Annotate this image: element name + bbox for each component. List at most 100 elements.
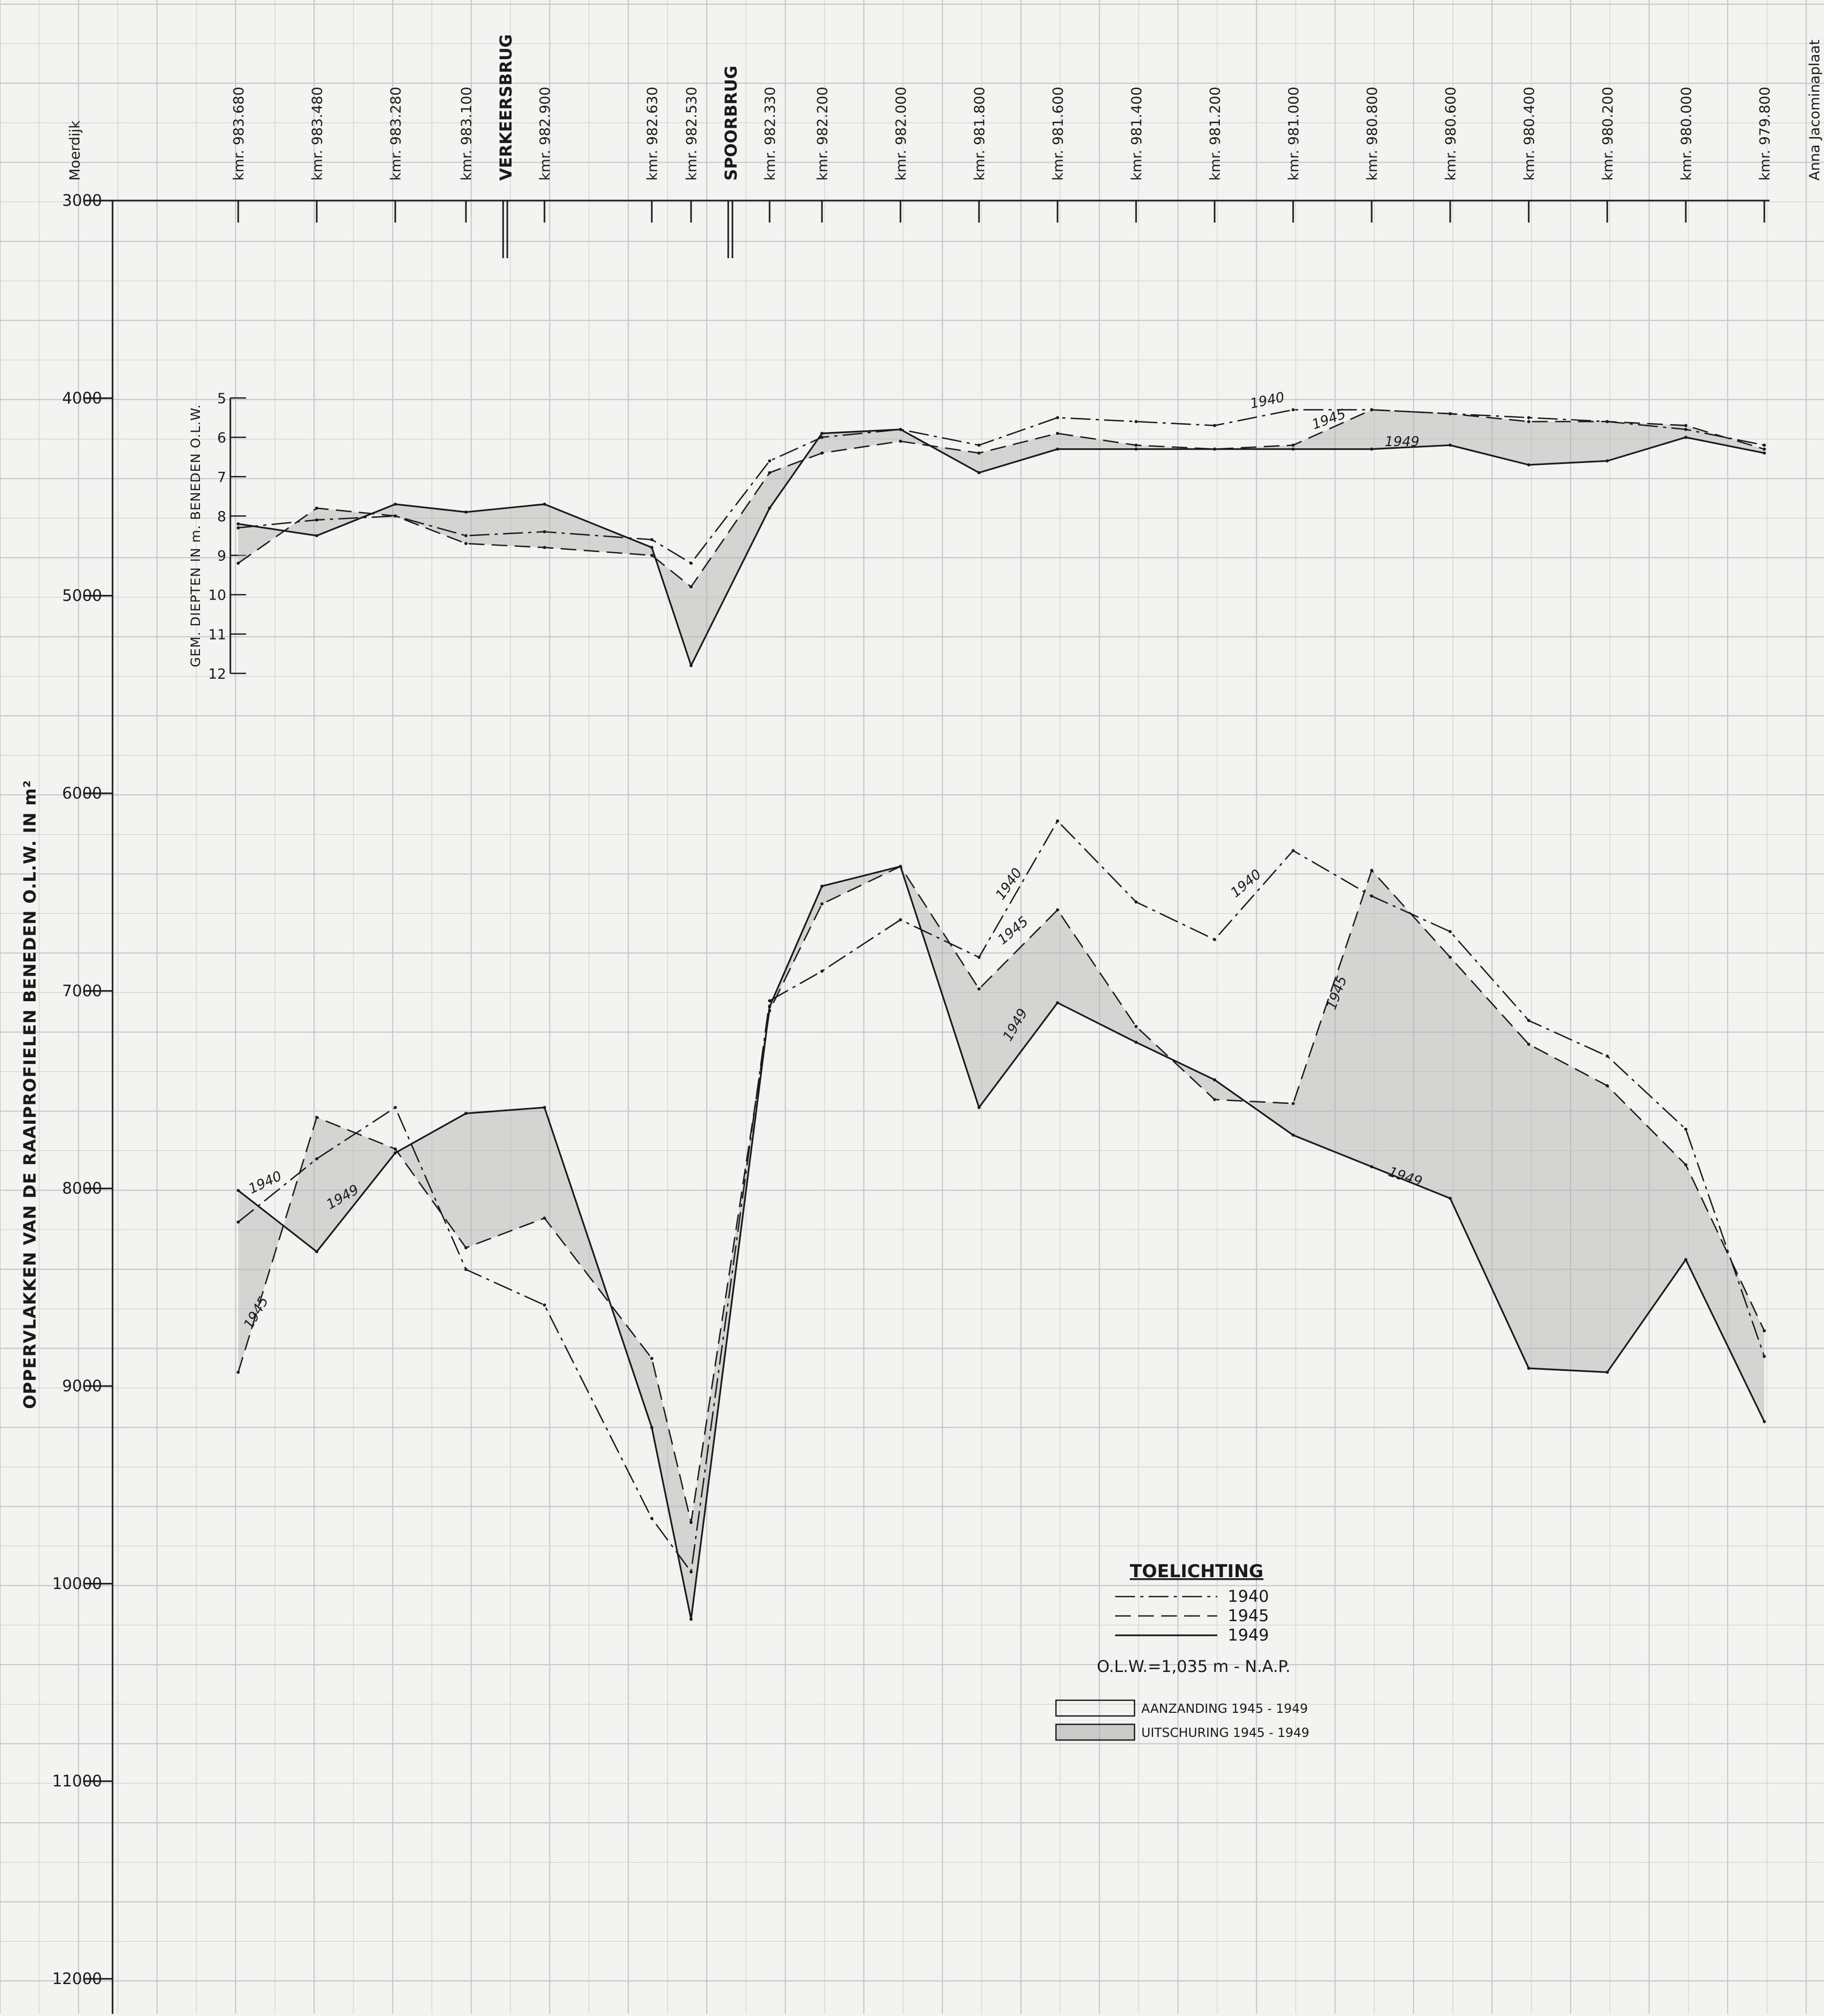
- change-band-segment: [822, 429, 900, 453]
- x-tick-label: kmr. 980.800: [1364, 87, 1381, 181]
- bridge-label: VERKEERSBRUG: [497, 34, 516, 181]
- area-point-1945: [1763, 1329, 1766, 1333]
- depth-point-1945: [1527, 420, 1530, 424]
- depth-point-1945: [1449, 412, 1452, 416]
- area-point-1949: [1527, 1367, 1530, 1370]
- area-point-1945: [1135, 1025, 1138, 1028]
- area-point-1940: [1449, 930, 1452, 934]
- x-label-right: Anna Jacominaplaat: [1807, 40, 1823, 181]
- y-tick-label: 4000: [62, 389, 102, 407]
- depth-point-1949: [1527, 463, 1530, 467]
- x-tick-label: kmr. 979.800: [1757, 87, 1773, 181]
- y-tick-label: 8000: [62, 1180, 102, 1198]
- change-band-segment: [1529, 1044, 1607, 1372]
- legend-label-1945: 1945: [1228, 1607, 1269, 1625]
- area-point-1949: [1449, 1197, 1452, 1200]
- depth-tick-label: 9: [217, 548, 226, 564]
- depth-point-1949: [1292, 447, 1295, 451]
- area-point-1940: [1606, 1054, 1609, 1058]
- y-tick-label: 12000: [52, 1970, 102, 1988]
- depth-point-1945: [977, 451, 981, 455]
- area-point-1945: [1684, 1163, 1687, 1167]
- area-series-1940: [237, 819, 1766, 1574]
- x-tick-label: kmr. 983.480: [309, 87, 326, 181]
- change-band-segment: [1450, 957, 1529, 1369]
- change-band-segment: [1529, 422, 1607, 465]
- area-point-1949: [1056, 1001, 1059, 1004]
- area-point-1945: [1527, 1043, 1530, 1046]
- depth-tick-label: 6: [217, 430, 226, 446]
- depth-point-1949: [977, 471, 981, 474]
- area-point-1940: [768, 999, 771, 1003]
- depth-tick-label: 11: [208, 627, 226, 643]
- area-point-1940: [315, 1157, 318, 1161]
- x-tick-label: kmr. 982.900: [537, 87, 553, 181]
- area-point-1945: [315, 1115, 318, 1119]
- depth-axis-title: GEM. DIEPTEN IN m. BENEDEN O.L.W.: [188, 404, 203, 668]
- area-point-1949: [543, 1105, 546, 1109]
- depth-tick-label: 12: [208, 666, 226, 682]
- change-band-segment: [317, 1117, 395, 1252]
- area-point-1949: [899, 865, 902, 868]
- axes: 3000 4000 5000 6000 7000 8000 9000 10000 11000 12…: [20, 34, 1823, 2014]
- y-tick-label: 7000: [62, 982, 102, 1000]
- area-point-1940: [1527, 1018, 1530, 1022]
- depth-point-1940: [464, 534, 468, 537]
- area-point-1940: [464, 1268, 468, 1271]
- change-band-segment: [1450, 414, 1529, 465]
- x-tick-label: kmr. 982.630: [644, 87, 661, 181]
- x-tick-label: kmr. 981.800: [972, 87, 988, 181]
- area-point-1949: [394, 1151, 397, 1155]
- depth-point-1945: [820, 451, 824, 455]
- depth-point-1945: [543, 546, 546, 549]
- x-tick-label: kmr. 981.400: [1129, 87, 1145, 181]
- depth-change-band: [238, 409, 1764, 666]
- depth-point-1940: [1292, 408, 1295, 412]
- change-band-segment: [395, 504, 466, 544]
- depth-point-1945: [650, 553, 653, 557]
- legend-fill-label: UITSCHURING 1945 - 1949: [1141, 1725, 1309, 1740]
- area-point-1940: [1684, 1127, 1687, 1131]
- depth-point-1949: [1449, 444, 1452, 447]
- change-band-segment: [1686, 1165, 1764, 1422]
- series-label-1949: 1949: [1385, 434, 1419, 450]
- area-point-1940: [237, 1220, 240, 1224]
- legend-label-1949: 1949: [1228, 1626, 1269, 1645]
- area-point-1945: [1449, 956, 1452, 959]
- series-label-1940: 1940: [1228, 867, 1264, 901]
- area-point-1940: [1370, 894, 1373, 898]
- depth-point-1945: [899, 439, 902, 443]
- x-tick-label: kmr. 982.330: [762, 87, 778, 181]
- area-point-1949: [1684, 1258, 1687, 1261]
- depth-point-1940: [315, 518, 318, 522]
- depth-point-1949: [1370, 447, 1373, 451]
- area-point-1940: [1292, 849, 1295, 852]
- x-tick-label: kmr. 982.200: [815, 87, 831, 181]
- depth-point-1945: [1135, 444, 1138, 447]
- legend-title: TOELICHTING: [1130, 1561, 1263, 1582]
- y-tick-label: 6000: [62, 784, 102, 803]
- change-band-segment: [1607, 1085, 1686, 1372]
- change-band-segment: [1058, 910, 1136, 1043]
- depth-point-1940: [768, 459, 771, 463]
- depth-tick-label: 7: [217, 469, 226, 485]
- area-point-1945: [650, 1357, 653, 1360]
- change-band-segment: [979, 433, 1058, 473]
- depth-point-1940: [1684, 428, 1687, 431]
- area-point-1949: [820, 884, 824, 888]
- y-tick-label: 5000: [62, 587, 102, 605]
- depth-point-1949: [768, 506, 771, 510]
- y-tick-label: 3000: [62, 192, 102, 210]
- series-label-1940: 1940: [1249, 390, 1286, 412]
- depth-point-1949: [543, 502, 546, 506]
- depth-point-1949: [237, 522, 240, 526]
- depth-point-1945: [768, 471, 771, 474]
- depth-point-1949: [1135, 447, 1138, 451]
- depth-point-1940: [820, 436, 824, 439]
- legend-fill-swatch: [1055, 1723, 1136, 1741]
- area-point-1940: [977, 956, 981, 959]
- area-point-1949: [1135, 1040, 1138, 1044]
- legend-fill-label: AANZANDING 1945 - 1949: [1141, 1701, 1308, 1716]
